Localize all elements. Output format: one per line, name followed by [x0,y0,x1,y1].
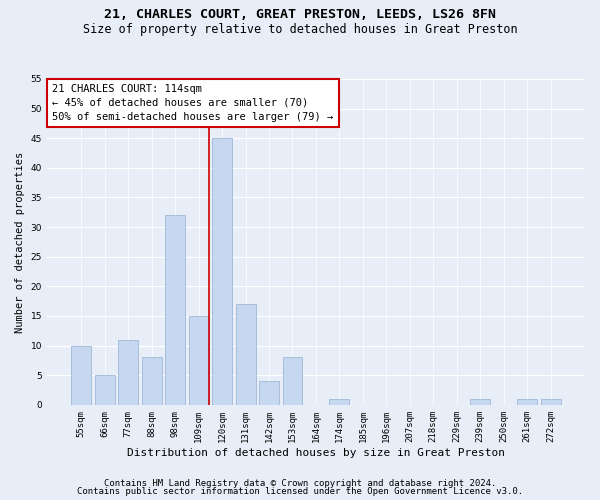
Bar [517,399,537,405]
Text: 21 CHARLES COURT: 114sqm
← 45% of detached houses are smaller (70)
50% of semi-d: 21 CHARLES COURT: 114sqm ← 45% of detach… [52,84,334,122]
Bar [259,381,279,405]
Text: Contains HM Land Registry data © Crown copyright and database right 2024.: Contains HM Land Registry data © Crown c… [104,478,496,488]
Bar [541,399,560,405]
Text: Contains public sector information licensed under the Open Government Licence v3: Contains public sector information licen… [77,487,523,496]
Bar [188,316,209,405]
Text: 21, CHARLES COURT, GREAT PRESTON, LEEDS, LS26 8FN: 21, CHARLES COURT, GREAT PRESTON, LEEDS,… [104,8,496,20]
Bar [470,399,490,405]
Bar [329,399,349,405]
Bar [95,375,115,405]
Text: Size of property relative to detached houses in Great Preston: Size of property relative to detached ho… [83,22,517,36]
Bar [165,216,185,405]
Bar [142,358,162,405]
Bar [118,340,138,405]
Bar [71,346,91,405]
Y-axis label: Number of detached properties: Number of detached properties [15,152,25,332]
Bar [236,304,256,405]
Bar [283,358,302,405]
Bar [212,138,232,405]
X-axis label: Distribution of detached houses by size in Great Preston: Distribution of detached houses by size … [127,448,505,458]
